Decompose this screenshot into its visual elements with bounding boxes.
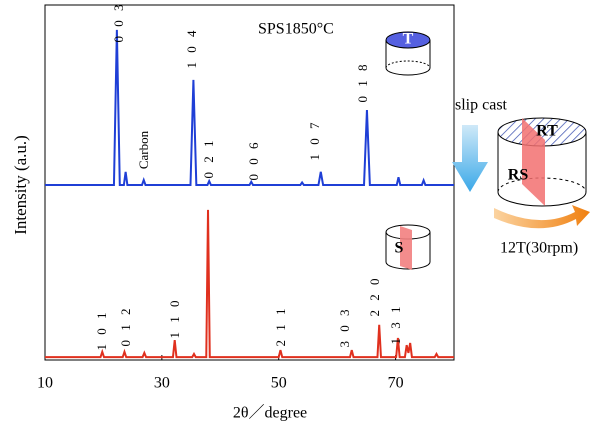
x-tick-label: 70	[388, 375, 404, 392]
legend-label: S	[395, 240, 404, 257]
spectrum-line	[45, 29, 454, 186]
x-tick-label: 50	[271, 375, 287, 392]
icon-t	[385, 31, 431, 76]
peak-label: Carbon	[136, 130, 151, 169]
peak-label: 1 1 0	[167, 298, 182, 339]
plot-frame	[44, 4, 455, 361]
peak-label: 1 0 1	[94, 310, 109, 351]
x-tick-label: 30	[154, 375, 170, 392]
y-axis-label: Intensity (a.u.)	[11, 135, 30, 235]
process-label: slip cast	[455, 97, 508, 114]
spectrum-line	[45, 209, 454, 359]
chart-title: SPS1850°C	[258, 21, 334, 38]
peak-label: 2 1 1	[273, 306, 288, 347]
peak-label: 0 1 8	[355, 62, 370, 103]
peak-label: 1 0 7	[307, 120, 322, 161]
rotation-label: 12T(30rpm)	[500, 240, 578, 257]
x-axis-label: 2θ／degree	[233, 405, 307, 422]
x-tick-label: 10	[37, 375, 53, 392]
peak-label: 0 1 2	[118, 306, 133, 347]
face-label: RT	[536, 123, 558, 140]
peak-label: 0 0 6	[246, 140, 261, 181]
icon-s	[385, 224, 431, 270]
peak-label: 3 0 3	[337, 307, 352, 348]
peak-label: 0 0 3	[111, 2, 126, 43]
legend-label: T	[403, 31, 414, 48]
peak-label: 2 2 0	[367, 276, 382, 317]
peak-label: 0 2 1	[201, 138, 216, 179]
peak-label: 1 3 1	[388, 304, 403, 345]
cylinder-diagram	[452, 117, 590, 229]
face-label: RS	[508, 167, 529, 184]
peak-label: 1 0 4	[184, 28, 199, 69]
